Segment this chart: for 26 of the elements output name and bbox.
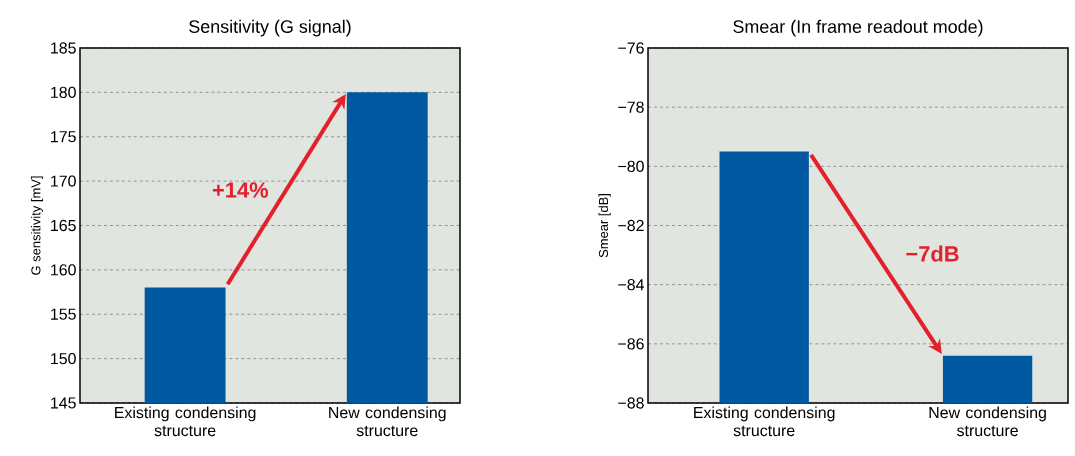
y-tick-label: −84 [618, 279, 645, 291]
x-tick-label: New condensing structure [929, 406, 1046, 437]
chart-title: Sensitivity (G signal) [189, 19, 351, 37]
x-tick-label: New condensing structure [329, 406, 446, 437]
annotation: −7dB [906, 245, 959, 262]
y-tick-label: 170 [51, 175, 76, 187]
y-tick-label: −82 [618, 219, 644, 232]
y-axis-title: G sensitivity [mV] [30, 176, 44, 275]
y-tick-label: −86 [618, 338, 644, 350]
x-tick-label: Existing condensing structure [694, 406, 835, 437]
y-tick-label: 185 [51, 42, 76, 54]
y-tick-label: 180 [51, 86, 76, 98]
y-tick-label: 150 [51, 352, 76, 365]
y-tick-label: 160 [51, 264, 76, 276]
y-tick-label: −76 [618, 42, 644, 54]
y-tick-label: 165 [51, 219, 76, 232]
x-tick-label: Existing condensing structure [115, 406, 256, 437]
y-axis-title: Smear [dB] [598, 194, 611, 258]
chart-title: Smear (In frame readout mode) [733, 19, 983, 37]
y-tick-label: −88 [618, 397, 644, 409]
y-tick-label: −78 [618, 101, 644, 113]
annotation: +14% [212, 182, 269, 198]
y-tick-label: 145 [51, 397, 76, 409]
y-tick-label: −80 [618, 160, 644, 172]
y-tick-label: 175 [51, 131, 76, 143]
y-tick-label: 155 [51, 308, 76, 320]
